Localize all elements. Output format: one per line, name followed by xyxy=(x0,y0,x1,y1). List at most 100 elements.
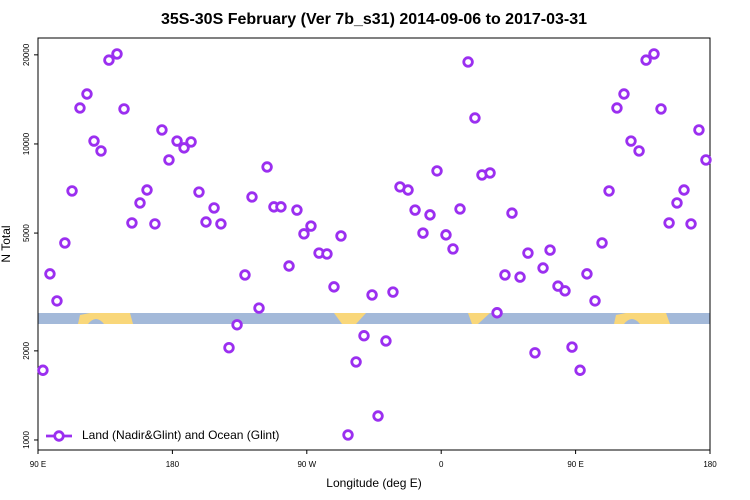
point xyxy=(409,204,421,216)
point xyxy=(134,197,146,209)
point xyxy=(640,54,652,66)
point xyxy=(342,429,354,441)
point xyxy=(559,285,571,297)
point xyxy=(417,227,429,239)
point xyxy=(484,167,496,179)
y-axis-label: N Total xyxy=(0,225,13,262)
point xyxy=(537,262,549,274)
point xyxy=(671,197,683,209)
point xyxy=(95,145,107,157)
point xyxy=(685,218,697,230)
point xyxy=(246,191,258,203)
point xyxy=(499,269,511,281)
point xyxy=(208,202,220,214)
legend-label: Land (Nadir&Glint) and Ocean (Glint) xyxy=(82,428,279,442)
y-tick-label: 1000 xyxy=(22,431,31,449)
x-tick-label: 90 W xyxy=(297,460,316,469)
point xyxy=(185,136,197,148)
point xyxy=(462,56,474,68)
land-strip xyxy=(38,313,710,324)
point xyxy=(156,124,168,136)
legend-marker xyxy=(53,430,65,442)
x-tick-label: 180 xyxy=(166,460,180,469)
point xyxy=(171,135,183,147)
point xyxy=(506,207,518,219)
point xyxy=(215,218,227,230)
point xyxy=(193,186,205,198)
x-tick-label: 0 xyxy=(439,460,444,469)
point xyxy=(566,341,578,353)
point xyxy=(380,335,392,347)
point xyxy=(275,201,287,213)
point xyxy=(603,185,615,197)
plot-frame xyxy=(37,37,711,451)
y-tick-label: 20000 xyxy=(22,43,31,66)
point xyxy=(618,88,630,100)
point xyxy=(350,356,362,368)
point xyxy=(335,230,347,242)
point xyxy=(366,289,378,301)
point xyxy=(544,244,556,256)
point xyxy=(59,237,71,249)
point xyxy=(589,295,601,307)
point xyxy=(305,220,317,232)
point xyxy=(358,330,370,342)
point xyxy=(291,204,303,216)
point xyxy=(51,295,63,307)
point xyxy=(529,347,541,359)
y-tick-label: 2000 xyxy=(22,341,31,359)
x-tick-label: 90 E xyxy=(30,460,46,469)
x-tick-label: 90 E xyxy=(567,460,583,469)
point xyxy=(596,237,608,249)
point xyxy=(328,281,340,293)
point xyxy=(633,145,645,157)
point xyxy=(118,103,130,115)
point xyxy=(440,229,452,241)
point xyxy=(103,54,115,66)
x-axis-label: Longitude (deg E) xyxy=(326,476,421,490)
point xyxy=(402,184,414,196)
point xyxy=(663,217,675,229)
point xyxy=(700,154,712,166)
point xyxy=(141,184,153,196)
point xyxy=(372,410,384,422)
point xyxy=(581,268,593,280)
y-tick-label: 10000 xyxy=(22,132,31,155)
point xyxy=(81,88,93,100)
point xyxy=(44,268,56,280)
point xyxy=(522,247,534,259)
point xyxy=(149,218,161,230)
point xyxy=(611,102,623,114)
point xyxy=(454,203,466,215)
point xyxy=(514,271,526,283)
point xyxy=(200,216,212,228)
point xyxy=(387,286,399,298)
point xyxy=(163,154,175,166)
point xyxy=(88,135,100,147)
point xyxy=(111,48,123,60)
point xyxy=(178,142,190,154)
point xyxy=(261,161,273,173)
point xyxy=(231,319,243,331)
point xyxy=(424,209,436,221)
point xyxy=(321,248,333,260)
point xyxy=(655,103,667,115)
point xyxy=(298,228,310,240)
chart-title: 35S-30S February (Ver 7b_s31) 2014-09-06… xyxy=(161,11,587,28)
point xyxy=(37,364,49,376)
point xyxy=(223,341,235,354)
point xyxy=(648,48,660,60)
point xyxy=(469,112,481,124)
x-tick-label: 180 xyxy=(703,460,717,469)
y-tick-label: 5000 xyxy=(22,224,31,242)
point xyxy=(678,184,690,196)
point xyxy=(239,269,251,281)
point xyxy=(431,165,443,177)
point xyxy=(126,217,138,229)
point xyxy=(693,124,705,136)
point xyxy=(447,243,459,255)
point xyxy=(625,135,637,147)
point xyxy=(491,307,503,319)
point xyxy=(66,185,78,197)
